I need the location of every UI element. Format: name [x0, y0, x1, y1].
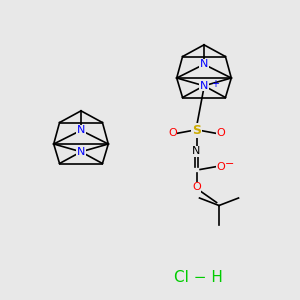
Text: N: N [200, 81, 208, 91]
Text: N: N [77, 147, 85, 157]
Text: N: N [192, 146, 201, 157]
Text: O: O [192, 182, 201, 193]
Text: +: + [211, 79, 219, 89]
Text: N: N [200, 59, 208, 69]
Text: Cl − H: Cl − H [174, 270, 222, 285]
Text: S: S [192, 124, 201, 137]
Text: O: O [216, 128, 225, 139]
Text: O: O [216, 161, 225, 172]
Text: −: − [225, 158, 234, 169]
Text: O: O [168, 128, 177, 139]
Text: N: N [77, 125, 85, 135]
